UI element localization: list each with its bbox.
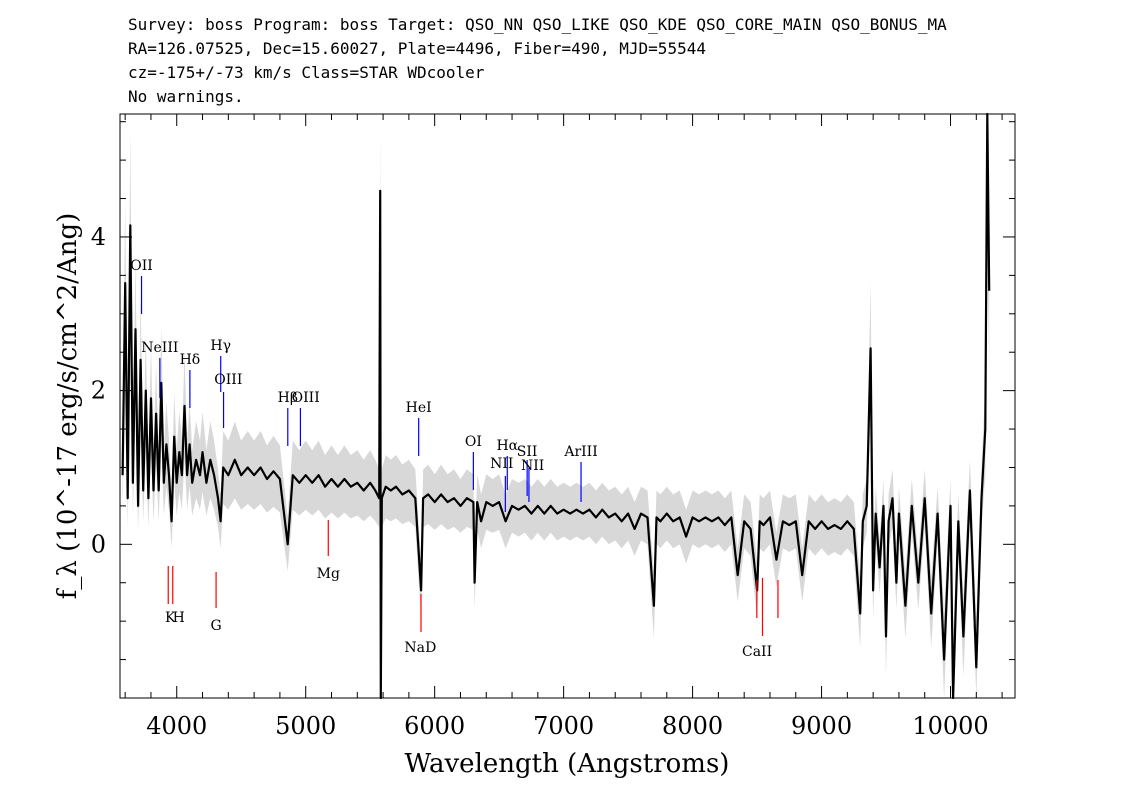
emission-line-label: OIII — [214, 372, 242, 388]
absorption-line-label: CaII — [742, 644, 772, 660]
emission-line-label: Hβ — [278, 390, 298, 406]
y-tick-label: 2 — [91, 377, 106, 405]
spectrum-series — [121, 112, 991, 700]
plot-frame — [119, 113, 1016, 699]
emission-line-label: Hα — [496, 438, 518, 454]
emission-line-label: Hδ — [180, 352, 201, 368]
absorption-line-label: Mg — [317, 566, 340, 582]
emission-line-label: ArIII — [563, 444, 597, 460]
x-tick-label: 6000 — [404, 712, 465, 740]
header-survey-line: Survey: boss Program: boss Target: QSO_N… — [128, 15, 947, 34]
emission-line-label: SII — [517, 444, 538, 460]
x-tick-label: 7000 — [533, 712, 594, 740]
axes: 4000 5000 6000 7000 8000 9000 10000 0 2 4 — [91, 114, 1015, 740]
x-axis-label: Wavelength (Angstroms) — [405, 749, 730, 779]
absorption-line-label: D — [425, 640, 436, 656]
x-tick-label: 5000 — [275, 712, 336, 740]
y-tick-label: 0 — [91, 530, 106, 558]
x-tick-label: 9000 — [791, 712, 852, 740]
absorption-line-label: K — [165, 610, 176, 626]
emission-line-label: OIII — [292, 390, 320, 406]
emission-line-label: HeI — [406, 400, 432, 416]
emission-line-label: NII — [521, 458, 544, 474]
emission-line-label: OII — [130, 258, 153, 274]
spectral-line-markers: OIINeIIIHδHγOIIIHβOIIIHeIOINIIHαSIINIIAr… — [130, 258, 779, 660]
x-tick-label: 10000 — [912, 712, 988, 740]
emission-line-label: NeIII — [141, 340, 178, 356]
emission-line-label: OI — [465, 434, 482, 450]
error-band-fill — [122, 114, 990, 698]
error-band — [122, 114, 990, 698]
emission-line-label: NII — [490, 456, 513, 472]
emission-line-label: Hγ — [210, 338, 231, 354]
absorption-line-label: H — [173, 610, 185, 626]
header-warnings-line: No warnings. — [128, 87, 244, 106]
absorption-line-label: G — [210, 618, 221, 634]
x-tick-label: 8000 — [662, 712, 723, 740]
header-coordinates-line: RA=126.07525, Dec=15.60027, Plate=4496, … — [128, 39, 706, 58]
x-tick-label: 4000 — [146, 712, 207, 740]
y-tick-label: 4 — [91, 223, 106, 251]
y-axis-label: f_λ (10^-17 erg/s/cm^2/Ang) — [53, 213, 83, 599]
header-classification-line: cz=-175+/-73 km/s Class=STAR WDcooler — [128, 63, 485, 82]
spectrum-line — [121, 112, 991, 700]
absorption-line-label: Na — [404, 640, 425, 656]
